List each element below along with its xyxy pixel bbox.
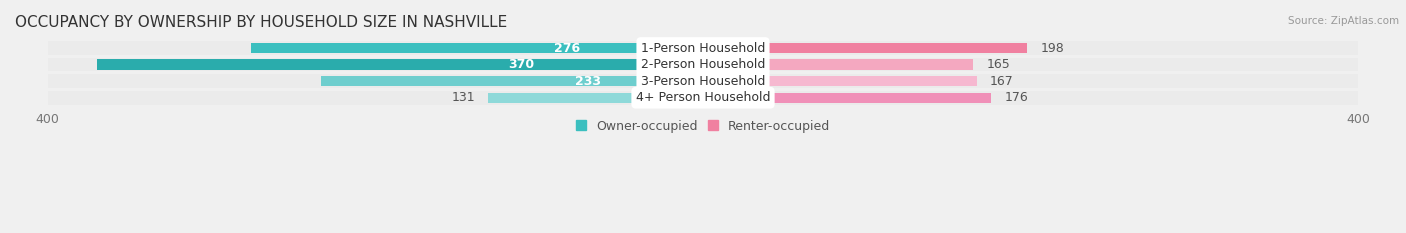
Bar [703,43,1028,53]
Bar [703,93,991,103]
Text: Source: ZipAtlas.com: Source: ZipAtlas.com [1288,16,1399,26]
Text: 176: 176 [1004,91,1028,104]
Text: 4+ Person Household: 4+ Person Household [636,91,770,104]
Bar [48,41,1358,55]
Text: 167: 167 [990,75,1014,88]
Text: 276: 276 [554,41,581,55]
Text: 131: 131 [451,91,475,104]
Text: 233: 233 [575,75,602,88]
Text: OCCUPANCY BY OWNERSHIP BY HOUSEHOLD SIZE IN NASHVILLE: OCCUPANCY BY OWNERSHIP BY HOUSEHOLD SIZE… [15,15,508,30]
Bar [48,58,1358,71]
Bar [48,91,1358,105]
Text: 3-Person Household: 3-Person Household [641,75,765,88]
Bar [322,76,703,86]
Text: 1-Person Household: 1-Person Household [641,41,765,55]
Bar [48,74,1358,88]
Bar [97,59,703,70]
Bar [703,59,973,70]
Text: 2-Person Household: 2-Person Household [641,58,765,71]
Bar [488,93,703,103]
Text: 198: 198 [1040,41,1064,55]
Legend: Owner-occupied, Renter-occupied: Owner-occupied, Renter-occupied [571,115,835,137]
Text: 370: 370 [508,58,534,71]
Text: 165: 165 [987,58,1010,71]
Bar [703,76,977,86]
Bar [250,43,703,53]
